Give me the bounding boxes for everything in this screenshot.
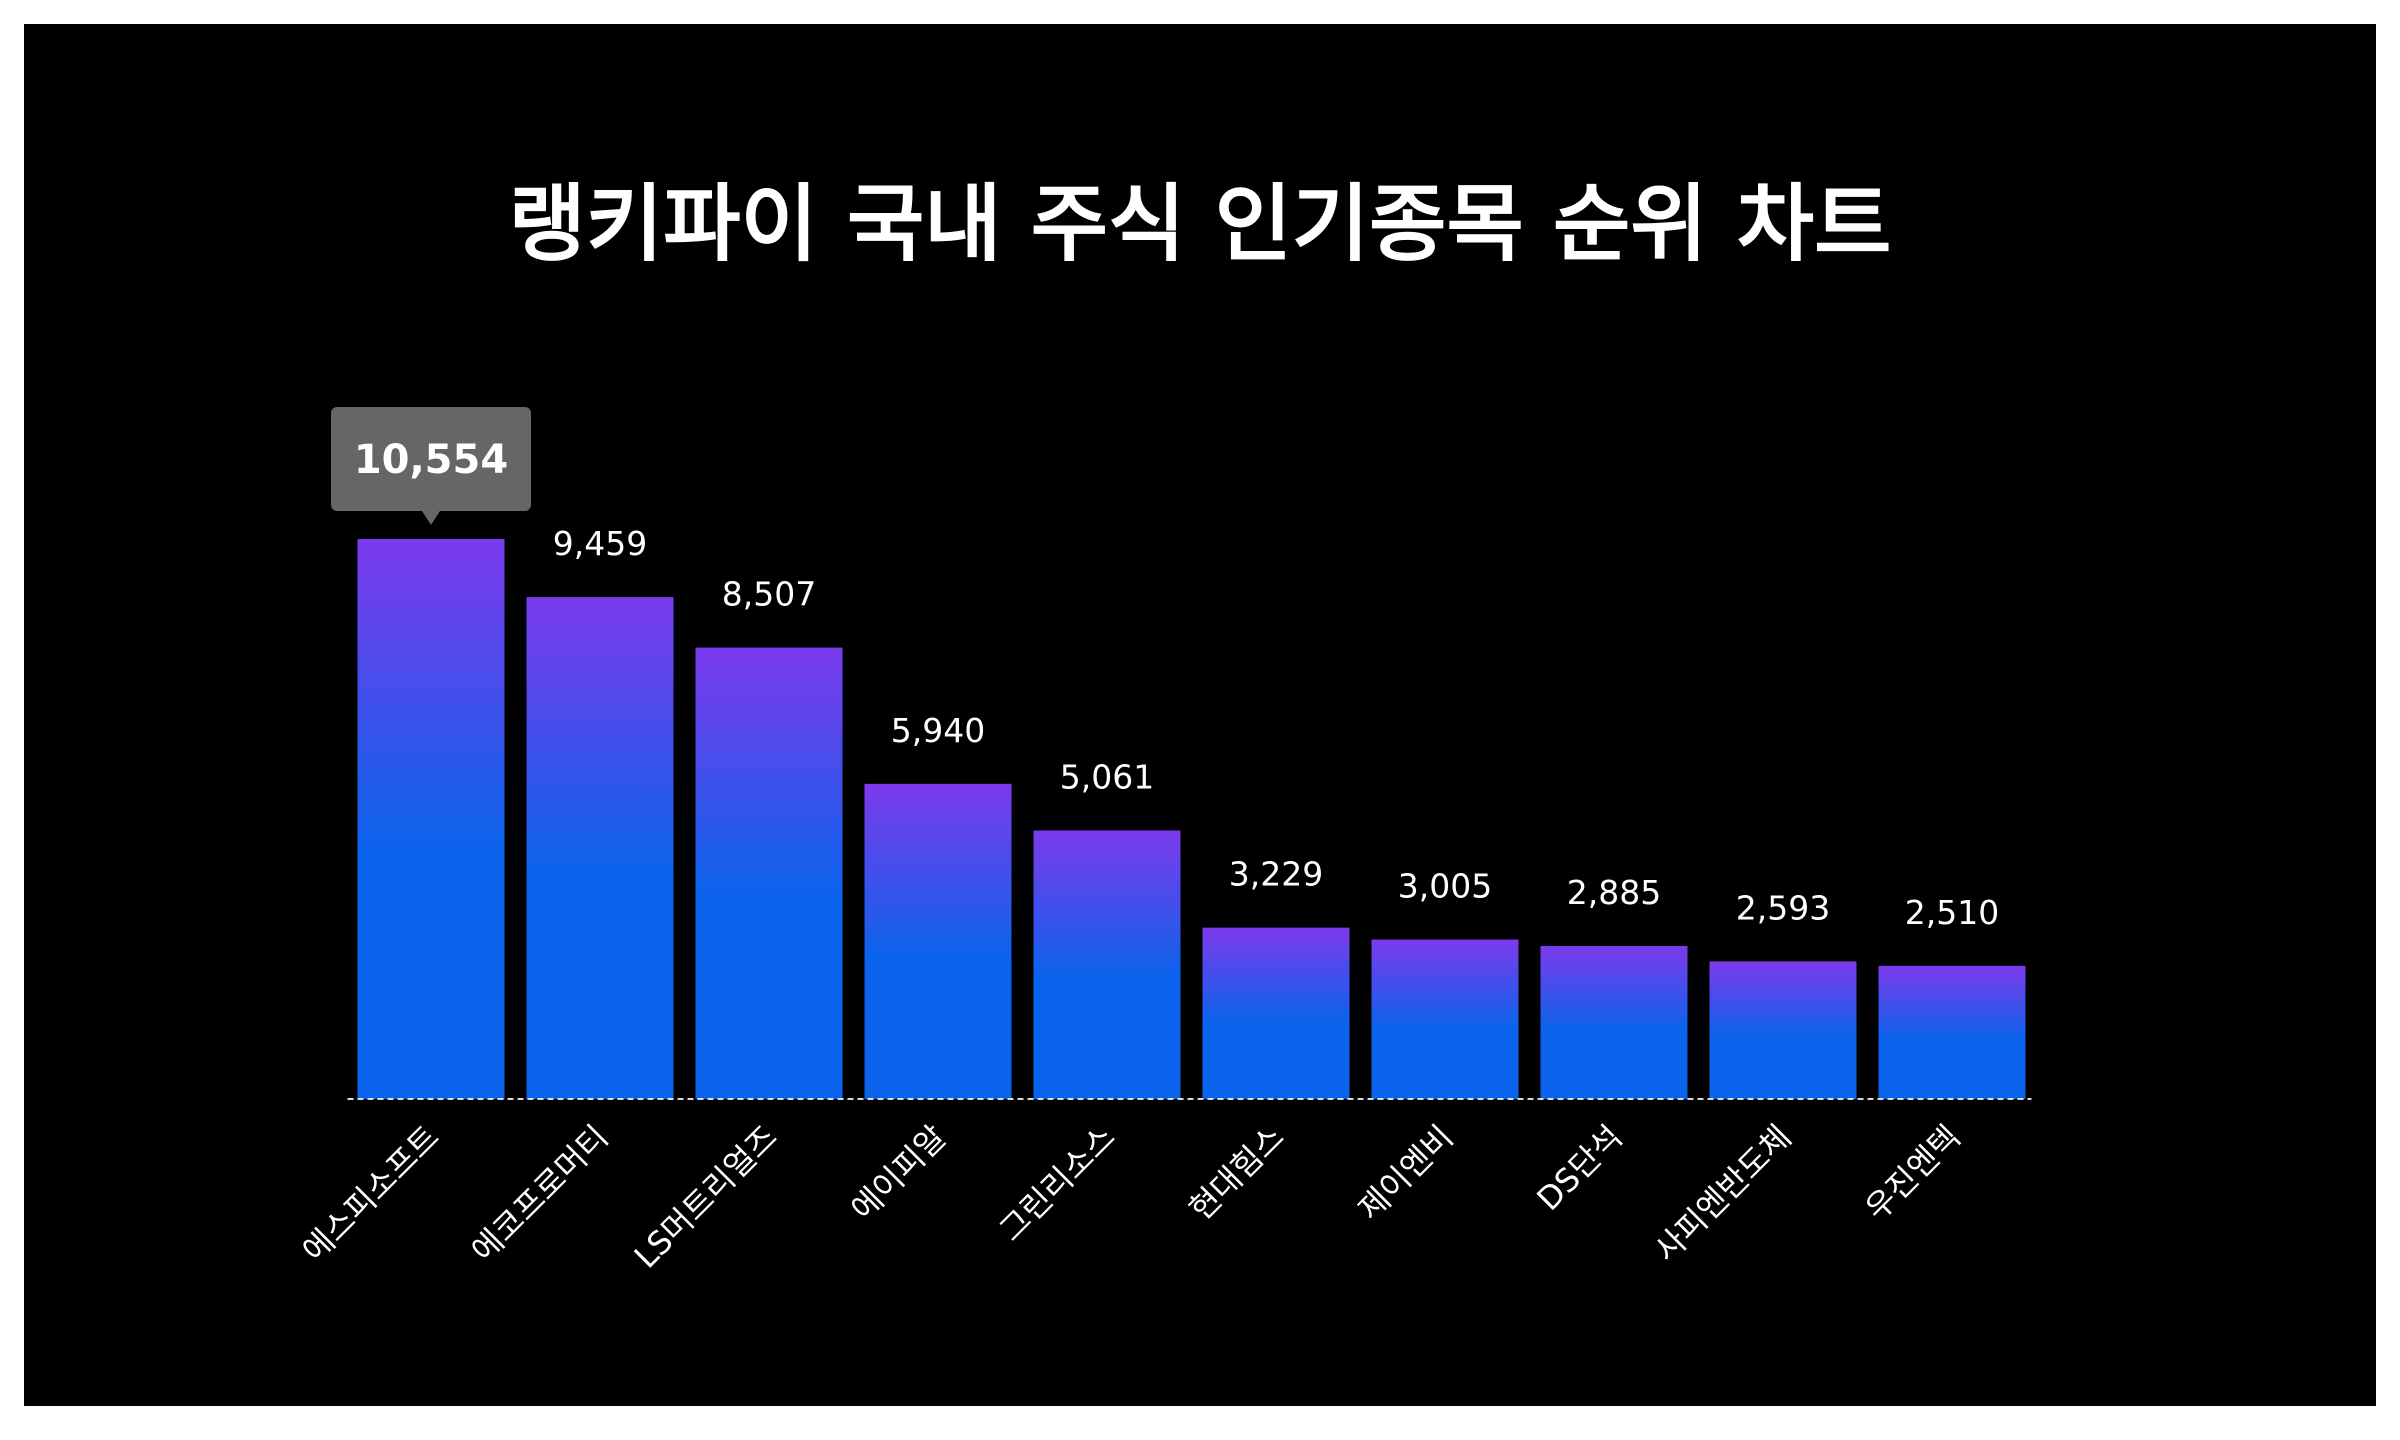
bar-3[interactable]: [695, 647, 843, 1099]
chart-canvas: 랭키파이 국내 주식 인기종목 순위 차트 10,554 에스피소프트 9,459 에…: [24, 24, 2376, 1406]
bar-5[interactable]: [1033, 830, 1181, 1099]
category-label-1: 에스피소프트: [295, 1118, 447, 1270]
bar-8[interactable]: [1540, 945, 1688, 1099]
value-label-4: 5,940: [891, 711, 985, 750]
bar-chart: 10,554 에스피소프트 9,459 에코프로머티 8,507 LS머트리얼즈 5,940…: [295, 407, 2032, 1276]
value-label-8: 2,885: [1567, 873, 1661, 912]
bar-4[interactable]: [864, 783, 1012, 1099]
chart-title: 랭키파이 국내 주식 인기종목 순위 차트: [508, 175, 1892, 273]
bar-6[interactable]: [1202, 927, 1350, 1099]
value-label-3: 8,507: [722, 575, 816, 614]
bar-10[interactable]: [1878, 965, 2026, 1099]
bars-group: [357, 539, 2026, 1099]
value-label-6: 3,229: [1229, 855, 1323, 894]
tooltip-pointer: [422, 511, 440, 525]
value-label-5: 5,061: [1060, 757, 1154, 796]
category-label-4: 에이피알: [844, 1118, 954, 1228]
category-label-2: 에코프로머티: [464, 1118, 616, 1270]
value-label-7: 3,005: [1398, 867, 1492, 906]
category-label-9: 사피엔반도체: [1647, 1118, 1799, 1270]
bar-9[interactable]: [1709, 961, 1857, 1099]
value-label-9: 2,593: [1736, 888, 1830, 927]
category-label-6: 현대힘스: [1182, 1118, 1292, 1228]
value-tooltip: [331, 407, 531, 511]
category-label-7: 제이엔비: [1351, 1118, 1461, 1228]
category-label-3: LS머트리얼즈: [627, 1118, 785, 1276]
value-label-2: 9,459: [553, 524, 647, 563]
value-label-10: 2,510: [1905, 893, 1999, 932]
category-label-10: 우진엔텍: [1858, 1118, 1968, 1228]
bar-2[interactable]: [526, 597, 674, 1099]
bar-7[interactable]: [1371, 939, 1519, 1099]
value-label-1: 10,554: [354, 437, 508, 483]
bar-1[interactable]: [357, 539, 505, 1099]
category-label-8: DS단석: [1529, 1118, 1629, 1218]
category-label-5: 그린리소스: [992, 1118, 1123, 1249]
